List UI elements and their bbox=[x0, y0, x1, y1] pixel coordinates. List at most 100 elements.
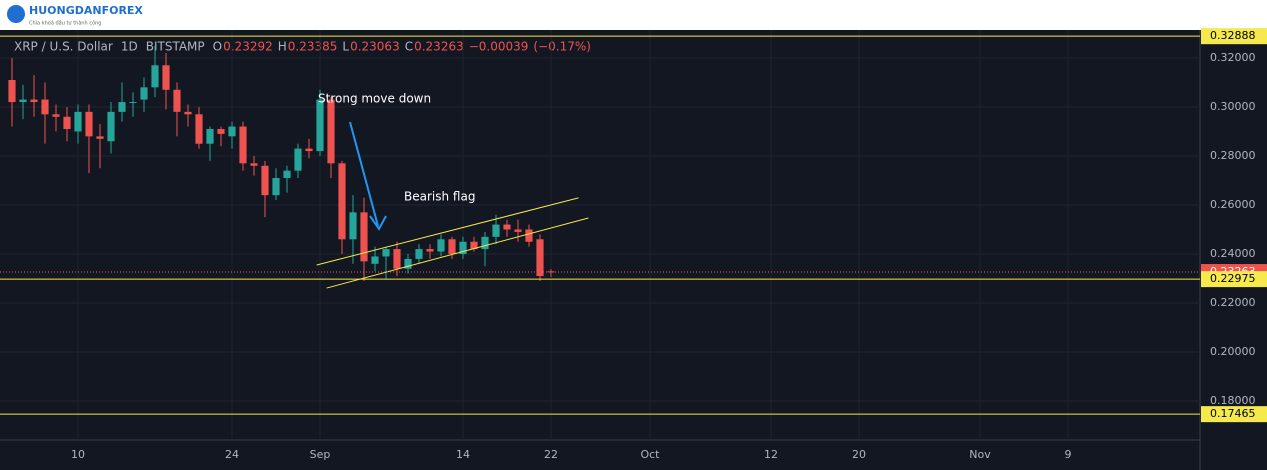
candle-body bbox=[107, 111, 115, 142]
candle-body bbox=[184, 111, 192, 115]
x-tick-label: Nov bbox=[969, 448, 991, 461]
x-tick-label: 9 bbox=[1064, 448, 1071, 461]
ohlc-key: H bbox=[278, 40, 287, 54]
candle-body bbox=[195, 114, 203, 144]
candle-body bbox=[162, 65, 170, 90]
trendline bbox=[316, 197, 579, 266]
annotation: Strong move down bbox=[318, 92, 431, 106]
chart: 0.18000 0.20000 0.22000 0.24000 0.26000 0.280… bbox=[0, 28, 1267, 461]
candle-body bbox=[74, 111, 82, 132]
candle-body bbox=[404, 258, 412, 269]
candle-body bbox=[8, 79, 16, 103]
candle-body bbox=[459, 241, 467, 254]
candle-body bbox=[129, 102, 137, 104]
candle-body bbox=[261, 165, 269, 196]
candle-body bbox=[492, 224, 500, 237]
candle-body bbox=[217, 129, 225, 134]
level-label: 0.32888 bbox=[1210, 29, 1256, 42]
candle-body bbox=[96, 136, 104, 139]
candle-body bbox=[63, 116, 71, 130]
arrow-shaft bbox=[349, 121, 379, 227]
candle-body bbox=[272, 178, 280, 196]
candle-body bbox=[448, 239, 456, 254]
candle-body bbox=[547, 271, 555, 273]
change-pct: (−0.17%) bbox=[533, 40, 591, 54]
annotation: Bearish flag bbox=[404, 190, 475, 204]
annotation-arrow bbox=[349, 121, 387, 231]
candle-body bbox=[338, 163, 346, 240]
candle-body bbox=[415, 249, 423, 259]
ohlc-key: C bbox=[405, 40, 413, 54]
candle-body bbox=[525, 229, 533, 242]
price-axis bbox=[1200, 30, 1267, 470]
logo-text: HUONGDANFOREX bbox=[29, 4, 143, 17]
ohlc-key: L bbox=[342, 40, 349, 54]
candle-body bbox=[294, 148, 302, 171]
candle-body bbox=[382, 249, 390, 257]
trendline bbox=[326, 217, 589, 289]
ohlc-value: 0.23063 bbox=[350, 40, 400, 54]
candle-body bbox=[140, 87, 148, 100]
level-box bbox=[1201, 406, 1267, 423]
time-axis bbox=[0, 440, 1200, 470]
y-tick-label: 0.26000 bbox=[1210, 198, 1256, 211]
candle-body bbox=[41, 99, 49, 115]
candle-body bbox=[503, 224, 511, 230]
x-tick-label: 24 bbox=[225, 448, 239, 461]
candle-body bbox=[437, 239, 445, 252]
ohlc-value: 0.23385 bbox=[288, 40, 338, 54]
y-tick-label: 0.24000 bbox=[1210, 247, 1256, 260]
candle-body bbox=[360, 212, 368, 262]
logo-tagline: Chìa khoá đầu tư thành công bbox=[29, 19, 101, 27]
candle-body bbox=[327, 99, 335, 164]
candle-body bbox=[536, 239, 544, 277]
ohlc-key: O bbox=[213, 40, 222, 54]
candle-body bbox=[283, 170, 291, 179]
candle-body bbox=[371, 256, 379, 264]
candle-body bbox=[206, 129, 214, 144]
y-tick-label: 0.32000 bbox=[1210, 51, 1256, 64]
exchange: BITSTAMP bbox=[146, 40, 205, 54]
candle-body bbox=[481, 236, 489, 250]
ohlc-value: 0.23263 bbox=[414, 40, 464, 54]
candle-body bbox=[250, 163, 258, 166]
y-tick-label: 0.28000 bbox=[1210, 149, 1256, 162]
logo-icon bbox=[7, 5, 25, 23]
candle-body bbox=[393, 249, 401, 269]
candle-body bbox=[118, 102, 126, 112]
ohlc-value: 0.23292 bbox=[223, 40, 273, 54]
x-tick-label: 14 bbox=[456, 448, 470, 461]
level-label: 0.22975 bbox=[1210, 272, 1256, 285]
candle-body bbox=[305, 148, 313, 152]
candle-body bbox=[470, 241, 478, 250]
x-tick-label: 22 bbox=[544, 448, 558, 461]
candle-body bbox=[85, 111, 93, 137]
level-box bbox=[1201, 28, 1267, 45]
y-tick-label: 0.18000 bbox=[1210, 394, 1256, 407]
x-tick-label: 10 bbox=[71, 448, 85, 461]
candle-body bbox=[30, 99, 38, 103]
x-tick-label: Oct bbox=[640, 448, 660, 461]
arrow-head bbox=[369, 215, 387, 231]
interval: 1D bbox=[121, 40, 138, 54]
level-box bbox=[1201, 271, 1267, 288]
x-tick-label: 12 bbox=[764, 448, 778, 461]
symbol: XRP / U.S. Dollar bbox=[14, 40, 113, 54]
plot-area bbox=[0, 30, 1200, 440]
candle-body bbox=[239, 126, 247, 164]
logo: HUONGDANFOREX Chìa khoá đầu tư thành côn… bbox=[7, 4, 143, 27]
candle-body bbox=[151, 65, 159, 88]
y-tick-label: 0.20000 bbox=[1210, 345, 1256, 358]
y-tick-label: 0.22000 bbox=[1210, 296, 1256, 309]
candle-body bbox=[173, 89, 181, 112]
candle-body bbox=[52, 114, 60, 117]
candle-body bbox=[349, 212, 357, 240]
level-label: 0.17465 bbox=[1210, 407, 1256, 420]
y-tick-label: 0.30000 bbox=[1210, 100, 1256, 113]
candle-body bbox=[514, 229, 522, 232]
candle-body bbox=[316, 99, 324, 152]
change: −0.00039 bbox=[469, 40, 529, 54]
x-tick-label: Sep bbox=[310, 448, 331, 461]
candle-body bbox=[426, 249, 434, 252]
